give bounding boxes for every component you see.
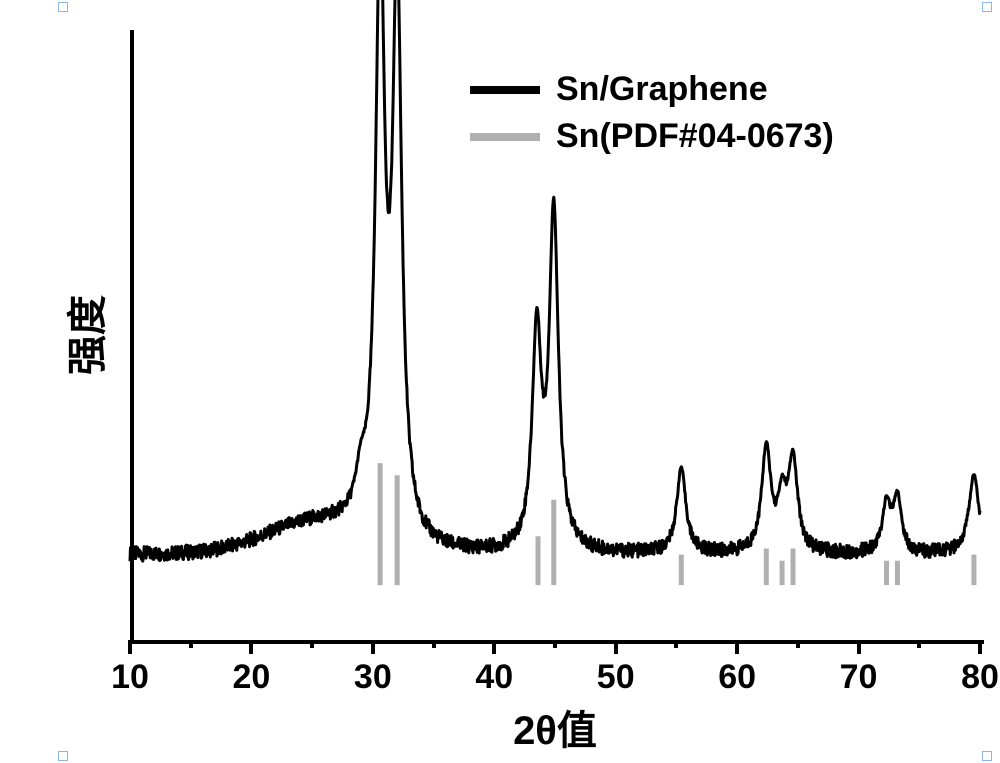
x-tick-label: 30 bbox=[354, 658, 392, 697]
legend-label: Sn(PDF#04-0673) bbox=[556, 117, 834, 156]
x-tick bbox=[371, 640, 375, 654]
frame-handle bbox=[58, 751, 68, 761]
x-minor-tick bbox=[553, 640, 557, 648]
frame-handle bbox=[58, 2, 68, 12]
x-minor-tick bbox=[432, 640, 436, 648]
legend-item: Sn/Graphene bbox=[470, 70, 834, 109]
x-tick-label: 40 bbox=[475, 658, 513, 697]
legend-item: Sn(PDF#04-0673) bbox=[470, 117, 834, 156]
legend-label: Sn/Graphene bbox=[556, 70, 768, 109]
x-tick bbox=[249, 640, 253, 654]
y-axis-label: 强度 bbox=[55, 295, 113, 375]
legend: Sn/Graphene Sn(PDF#04-0673) bbox=[470, 70, 834, 164]
legend-swatch bbox=[470, 133, 540, 141]
x-tick bbox=[614, 640, 618, 654]
x-tick-label: 50 bbox=[597, 658, 635, 697]
x-axis-label: 2θ值 bbox=[513, 698, 597, 756]
y-axis-line bbox=[130, 30, 134, 644]
legend-swatch bbox=[470, 86, 540, 94]
x-tick-label: 20 bbox=[233, 658, 271, 697]
x-tick bbox=[857, 640, 861, 654]
x-minor-tick bbox=[674, 640, 678, 648]
x-tick bbox=[492, 640, 496, 654]
x-tick-label: 10 bbox=[111, 658, 149, 697]
x-minor-tick bbox=[310, 640, 314, 648]
x-tick-label: 60 bbox=[718, 658, 756, 697]
x-minor-tick bbox=[796, 640, 800, 648]
x-tick-label: 80 bbox=[961, 658, 999, 697]
x-minor-tick bbox=[189, 640, 193, 648]
x-tick bbox=[735, 640, 739, 654]
x-tick bbox=[978, 640, 982, 654]
frame-handle bbox=[982, 2, 992, 12]
figure-container: 10 20 30 40 50 60 70 80 2θ值 强度 Sn/Graphene Sn(PD… bbox=[0, 0, 1000, 763]
x-tick bbox=[128, 640, 132, 654]
x-tick-label: 70 bbox=[840, 658, 878, 697]
frame-handle bbox=[982, 751, 992, 761]
x-minor-tick bbox=[917, 640, 921, 648]
